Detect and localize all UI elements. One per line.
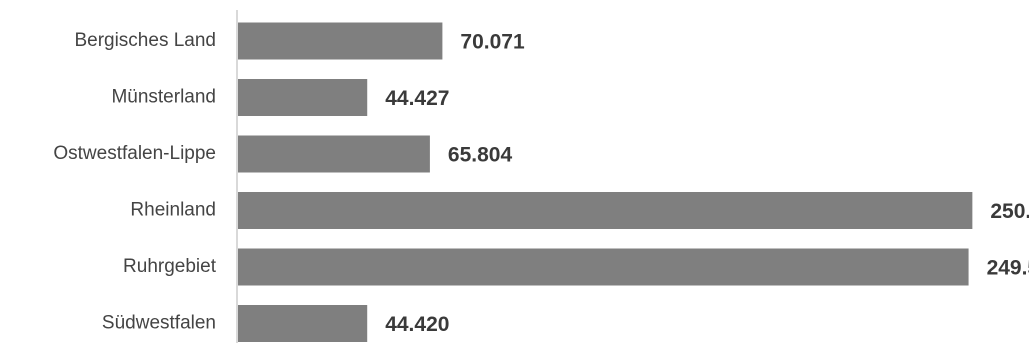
- category-label-ruhrgebiet: Ruhrgebiet: [123, 256, 217, 277]
- bar-m-nsterland: [238, 79, 368, 116]
- value-label-m-nsterland: 44.427: [385, 87, 449, 110]
- bar-bergisches-land: [238, 22, 443, 60]
- category-label-m-nsterland: Münsterland: [111, 87, 216, 108]
- value-label-bergisches-land: 70.071: [460, 31, 525, 54]
- bar-ostwestfalen-lippe: [238, 135, 430, 173]
- category-label-s-dwestfalen: Südwestfalen: [102, 313, 216, 334]
- bar-s-dwestfalen: [238, 305, 368, 342]
- value-label-ostwestfalen-lippe: 65.804: [448, 144, 513, 167]
- value-label-s-dwestfalen: 44.420: [385, 313, 449, 336]
- bar-ruhrgebiet: [238, 248, 969, 286]
- category-label-ostwestfalen-lippe: Ostwestfalen-Lippe: [53, 143, 216, 164]
- category-label-bergisches-land: Bergisches Land: [74, 30, 216, 51]
- bar-rheinland: [238, 192, 973, 229]
- category-label-rheinland: Rheinland: [130, 200, 216, 221]
- value-label-ruhrgebiet: 249.573: [987, 257, 1029, 280]
- value-label-rheinland: 250.866: [990, 200, 1029, 223]
